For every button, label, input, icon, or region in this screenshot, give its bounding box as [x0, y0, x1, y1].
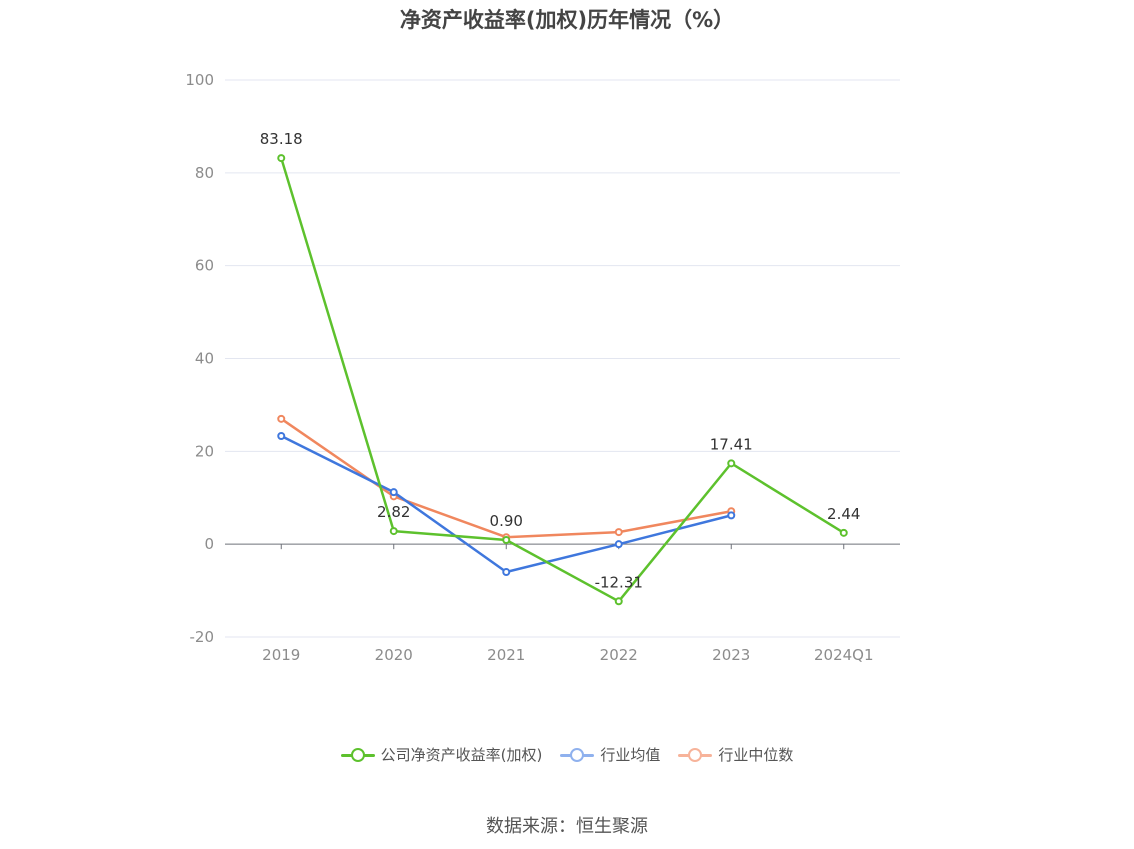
data-point-2-0[interactable] [277, 414, 286, 423]
data-point-1-4[interactable] [727, 511, 736, 520]
data-label: 2.44 [827, 505, 860, 523]
data-point-0-2[interactable] [502, 535, 511, 544]
y-tick-label: 40 [195, 350, 214, 368]
legend-label-company: 公司净资产收益率(加权) [380, 746, 543, 764]
data-point-1-0[interactable] [277, 432, 286, 441]
data-label: 17.41 [710, 435, 753, 453]
legend-label-industry-mean: 行业均值 [600, 746, 661, 764]
data-source: 数据来源：恒生聚源 [486, 816, 648, 837]
data-point-0-4[interactable] [727, 459, 736, 468]
legend-item-industry-mean[interactable]: 行业均值 [560, 744, 660, 765]
x-tick-label: 2023 [712, 646, 750, 664]
x-tick-label: 2021 [487, 646, 525, 664]
legend-swatch-industry-median [678, 747, 713, 763]
data-label: 0.90 [490, 512, 523, 530]
data-label: 2.82 [377, 503, 410, 521]
axis-layer: 100 80 60 40 20 0 -20 2019 2020 2021 2022 2023 2024Q… [185, 71, 900, 664]
legend-swatch-industry-mean [560, 747, 595, 763]
chart-title: 净资产收益率(加权)历年情况（%） [399, 8, 735, 32]
label-layer: 83.18 2.82 0.90 -12.31 17.41 2.44 [260, 130, 861, 591]
y-tick-label: -20 [190, 628, 215, 646]
data-point-2-3[interactable] [614, 528, 623, 537]
x-tick-label: 2019 [262, 646, 300, 664]
data-label: 83.18 [260, 130, 303, 148]
legend-item-company[interactable]: 公司净资产收益率(加权) [340, 744, 543, 765]
data-point-1-1[interactable] [389, 488, 398, 497]
data-point-0-1[interactable] [389, 527, 398, 536]
data-point-0-3[interactable] [614, 597, 623, 606]
data-point-0-5[interactable] [839, 528, 848, 537]
grid-layer [225, 79, 900, 638]
x-tick-label: 2024Q1 [814, 646, 874, 664]
legend-swatch-company [340, 747, 375, 763]
series-line-1 [280, 434, 732, 574]
legend-item-industry-median[interactable]: 行业中位数 [678, 744, 793, 765]
data-label: -12.31 [595, 573, 643, 591]
y-tick-label: 60 [195, 257, 214, 275]
data-point-1-3[interactable] [614, 540, 623, 549]
legend: 公司净资产收益率(加权) 行业均值 行业中位数 [0, 744, 1134, 765]
y-tick-label: 100 [185, 71, 214, 89]
data-point-1-2[interactable] [502, 568, 511, 577]
x-tick-label: 2020 [375, 646, 413, 664]
legend-label-industry-median: 行业中位数 [718, 746, 794, 764]
y-tick-label: 80 [195, 164, 214, 182]
series-layer [277, 154, 848, 606]
y-tick-label: 20 [195, 442, 214, 460]
x-tick-label: 2022 [600, 646, 638, 664]
data-point-0-0[interactable] [277, 154, 286, 163]
y-tick-label: 0 [204, 535, 214, 553]
series-line-0 [280, 157, 845, 603]
